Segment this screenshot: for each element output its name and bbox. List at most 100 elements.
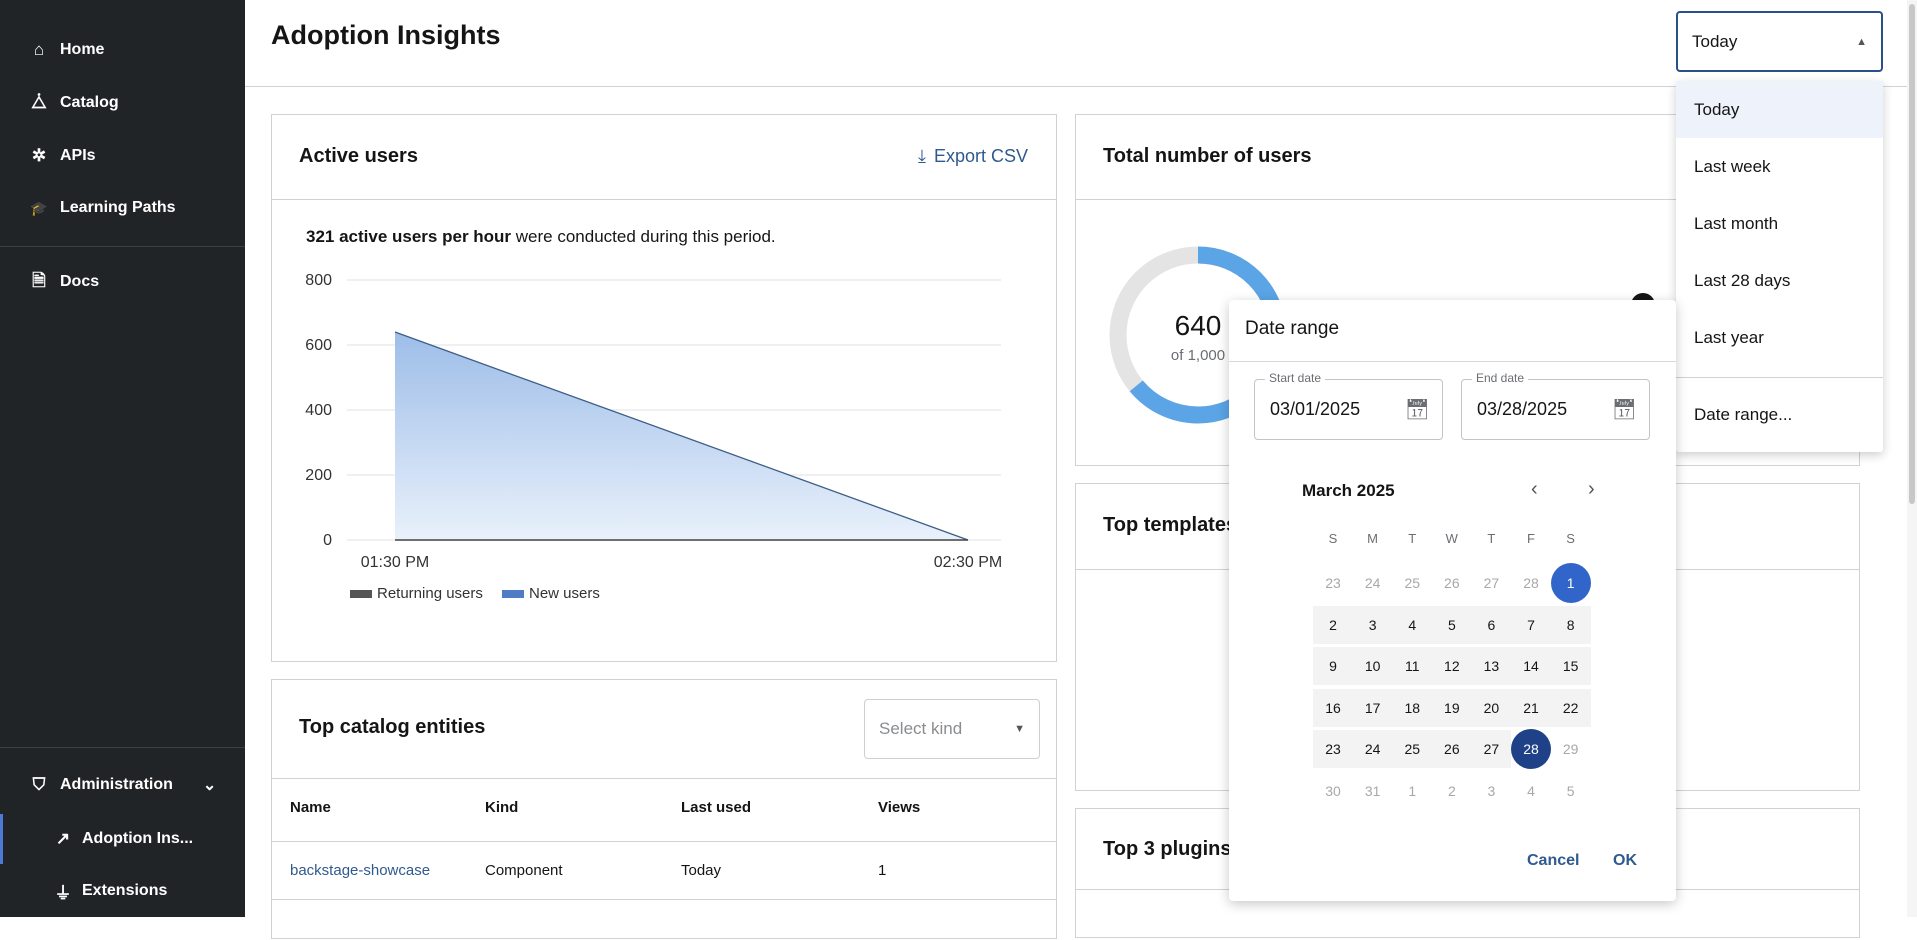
calendar-day[interactable]: 16 [1313,688,1354,727]
calendar-day[interactable]: 27 [1471,730,1512,769]
calendar-day[interactable]: 2 [1313,605,1354,644]
menu-item-date-range[interactable]: Date range... [1694,404,1793,424]
calendar-day[interactable]: 17 [1352,688,1393,727]
column-header[interactable]: Kind [485,799,519,816]
sidebar-item-docs[interactable]: 🗎 Docs [0,262,245,302]
calendar-day[interactable]: 2 [1447,783,1456,799]
calendar-day[interactable]: 9 [1313,647,1354,686]
ok-button[interactable]: OK [1613,852,1637,869]
calendar-day[interactable]: 23 [1313,730,1354,769]
sidebar-item-catalog[interactable]: ⧊ Catalog [0,83,245,123]
period-menu: Today Last week Last month Last 28 days … [1676,81,1883,452]
calendar-day[interactable]: 31 [1364,783,1381,799]
calendar-day[interactable]: 25 [1404,575,1421,591]
calendar-day[interactable]: 13 [1471,647,1512,686]
y-tick-label: 600 [305,337,332,354]
menu-item-last-28-days[interactable]: Last 28 days [1694,270,1791,290]
calendar-day[interactable]: 8 [1550,605,1591,644]
calendar-day[interactable]: 18 [1392,688,1433,727]
start-date-field[interactable]: Start date 03/01/2025 📅︎ [1254,371,1443,440]
calendar-day[interactable]: 3 [1352,605,1393,644]
chevron-left-icon[interactable]: ‹ [1531,478,1538,500]
calendar-day[interactable]: 26 [1431,730,1472,769]
column-header[interactable]: Views [878,799,921,816]
calendar-day[interactable]: 1 [1550,563,1591,603]
table-cell: Component [485,862,563,879]
x-tick-label: 02:30 PM [934,554,1002,571]
chevron-right-icon[interactable]: › [1588,478,1595,500]
sidebar-item-learning-paths[interactable]: 🎓 Learning Paths [0,188,245,228]
calendar-day[interactable]: 5 [1431,605,1472,644]
calendar-day[interactable]: 27 [1483,575,1500,591]
insights-icon: ↗ [55,829,71,848]
dialog-title: Date range [1245,318,1340,339]
cancel-button[interactable]: Cancel [1527,852,1580,869]
table-cell: 1 [878,862,887,879]
sidebar-item-extensions[interactable]: ⏚ Extensions [0,871,245,911]
calendar-day[interactable]: 28 [1523,575,1539,591]
sidebar-item-apis[interactable]: ✲ APIs [0,136,245,176]
caret-up-icon: ▲ [1856,35,1867,48]
menu-item-last-week[interactable]: Last week [1694,156,1771,176]
menu-item-last-year[interactable]: Last year [1694,327,1764,347]
weekday-label: S [1328,531,1338,546]
plug-icon: ⏚ [54,883,72,903]
calendar-day[interactable]: 14 [1511,647,1552,686]
sidebar-item-adoption-insights[interactable]: ↗ Adoption Ins... [0,814,245,864]
calendar-day[interactable]: 12 [1431,647,1472,686]
calendar-day[interactable]: 25 [1392,730,1433,769]
caret-down-icon: ▼ [1014,723,1025,735]
card-title: Top templates [1103,514,1238,536]
entity-link[interactable]: backstage-showcase [290,862,431,879]
calendar-day[interactable]: 11 [1392,647,1433,686]
calendar-day[interactable]: 24 [1364,575,1381,591]
calendar-icon[interactable]: 📅︎ [1611,399,1637,421]
calendar-day[interactable]: 5 [1566,783,1575,799]
select-kind-dropdown[interactable]: Select kind ▼ [864,699,1040,759]
export-csv-button[interactable]: ⤓ Export CSV [917,146,1028,166]
calendar-day[interactable]: 23 [1325,575,1341,591]
sidebar-item-administration[interactable]: ⛉ Administration ⌄ [0,765,245,805]
chevron-down-icon[interactable]: ⌄ [202,777,217,794]
calendar-day[interactable]: 24 [1352,730,1393,769]
calendar-day[interactable]: 19 [1431,688,1472,727]
calendar-day[interactable]: 30 [1325,783,1341,799]
calendar-day[interactable]: 4 [1527,783,1535,799]
calendar-day[interactable]: 20 [1471,688,1512,727]
scrollbar[interactable] [1907,0,1917,917]
graduation-cap-icon: 🎓 [30,199,48,216]
calendar-day[interactable]: 4 [1392,605,1433,644]
calendar-day[interactable]: 1 [1408,783,1417,799]
period-select[interactable]: Today ▲ [1676,11,1883,72]
date-range-dialog: Date range Start date 03/01/2025 📅︎ End da… [1229,300,1676,901]
calendar-day[interactable]: 15 [1550,647,1591,686]
end-date-field[interactable]: End date 03/28/2025 📅︎ [1461,371,1650,440]
document-icon: 🗎 [32,270,46,290]
weekday-label: M [1367,531,1379,546]
weekday-label: T [1408,531,1417,546]
calendar-day[interactable]: 3 [1487,783,1496,799]
new-users-line [394,331,969,541]
calendar-day[interactable]: 10 [1352,647,1393,686]
calendar-day[interactable]: 28 [1511,729,1552,770]
calendar-day[interactable]: 22 [1550,688,1591,727]
puzzle-icon: ✲ [31,146,47,165]
column-header[interactable]: Last used [681,799,752,816]
calendar-day[interactable]: 7 [1511,605,1552,644]
page-title: Adoption Insights [271,20,501,50]
menu-item-today[interactable]: Today [1676,81,1883,138]
menu-item-last-month[interactable]: Last month [1694,213,1779,233]
sidebar-item-label: Administration [60,776,173,793]
calendar-day[interactable]: 21 [1511,688,1552,727]
calendar-day[interactable]: 26 [1444,575,1460,591]
home-icon: ⌂ [33,40,45,59]
legend-swatch [502,590,524,598]
sidebar-divider [0,747,245,748]
calendar-day[interactable]: 6 [1471,605,1512,644]
calendar-icon[interactable]: 📅︎ [1404,399,1430,421]
column-header[interactable]: Name [290,799,331,816]
sidebar-item-label: Catalog [60,94,119,111]
sidebar-item-home[interactable]: ⌂ Home [0,30,245,70]
table-cell: Today [681,862,722,879]
calendar-day[interactable]: 29 [1562,741,1579,758]
